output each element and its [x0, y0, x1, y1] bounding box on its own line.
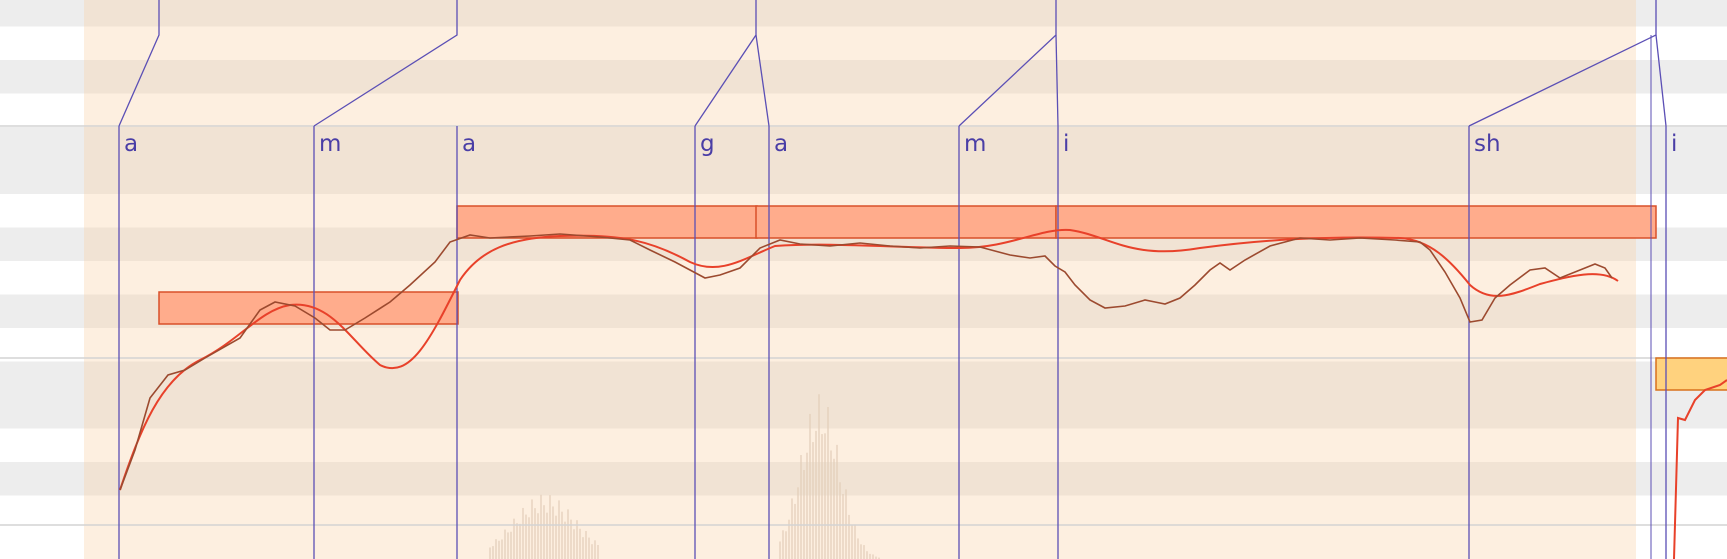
phoneme-label: i	[1671, 131, 1677, 157]
phoneme-label: m	[319, 131, 341, 157]
phoneme-label: g	[700, 131, 715, 157]
phoneme-label: a	[124, 131, 138, 157]
key-row-selected	[84, 160, 1636, 194]
pitch-curve-raw[interactable]	[119, 233, 1613, 491]
key-row-selected	[84, 0, 1636, 27]
phoneme-connector[interactable]	[1655, 34, 1667, 127]
key-row-selected	[84, 93, 1636, 127]
key-row-selected	[84, 127, 1636, 161]
key-row-selected	[84, 261, 1636, 295]
key-row-selected	[84, 26, 1636, 60]
phoneme-connector[interactable]	[118, 0, 160, 127]
key-row-selected	[84, 395, 1636, 429]
notes-layer[interactable]	[158, 205, 1727, 391]
pitch-curves[interactable]	[119, 228, 1727, 559]
phoneme-label: m	[964, 131, 986, 157]
phoneme-label: i	[1063, 131, 1069, 157]
phoneme-connector[interactable]	[313, 0, 458, 127]
pitch-curve-next[interactable]	[1673, 379, 1727, 559]
phoneme-connector[interactable]	[1055, 34, 1059, 127]
phoneme-labels: a m a g a m i sh i	[124, 131, 1677, 157]
phoneme-connector[interactable]	[755, 34, 770, 127]
key-row-selected	[84, 462, 1636, 496]
key-row-selected	[84, 60, 1636, 94]
phoneme-label: a	[774, 131, 788, 157]
note-5[interactable]	[1655, 357, 1727, 391]
phoneme-lines[interactable]	[118, 0, 1667, 559]
note-4[interactable]	[1055, 205, 1657, 239]
key-row-selected	[84, 529, 1636, 559]
key-row-selected	[84, 428, 1636, 462]
octave-lines	[0, 125, 1727, 526]
phoneme-label: a	[462, 131, 476, 157]
note-2[interactable]	[456, 205, 758, 239]
note-3[interactable]	[755, 205, 1057, 239]
waveform	[489, 394, 880, 559]
key-row-selected	[84, 495, 1636, 529]
key-row-selected	[84, 361, 1636, 395]
phoneme-label: sh	[1474, 131, 1501, 157]
note-1[interactable]	[158, 291, 459, 325]
key-row-selected	[84, 328, 1636, 362]
